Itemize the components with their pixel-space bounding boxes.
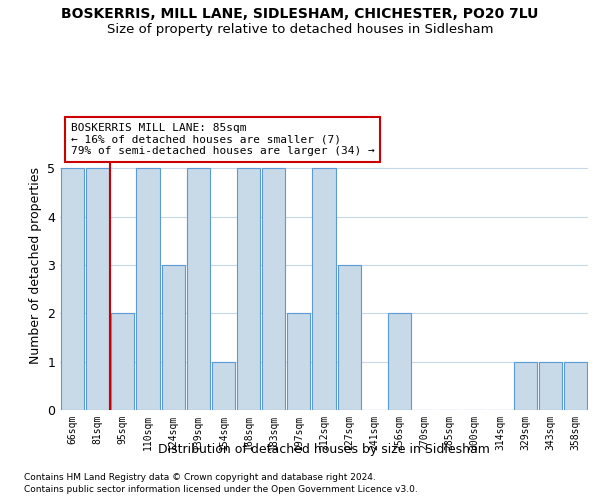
Y-axis label: Number of detached properties: Number of detached properties (29, 166, 41, 364)
Bar (61, 168, 84, 410)
Bar (111, 314, 134, 410)
Text: BOSKERRIS, MILL LANE, SIDLESHAM, CHICHESTER, PO20 7LU: BOSKERRIS, MILL LANE, SIDLESHAM, CHICHES… (61, 8, 539, 22)
Text: Contains public sector information licensed under the Open Government Licence v3: Contains public sector information licen… (24, 485, 418, 494)
Text: BOSKERRIS MILL LANE: 85sqm
← 16% of detached houses are smaller (7)
79% of semi-: BOSKERRIS MILL LANE: 85sqm ← 16% of deta… (71, 123, 374, 156)
Bar (514, 362, 537, 410)
Bar (212, 362, 235, 410)
Bar (262, 168, 285, 410)
Bar (564, 362, 587, 410)
Text: Contains HM Land Registry data © Crown copyright and database right 2024.: Contains HM Land Registry data © Crown c… (24, 472, 376, 482)
Text: Size of property relative to detached houses in Sidlesham: Size of property relative to detached ho… (107, 22, 493, 36)
Bar (539, 362, 562, 410)
Bar (338, 265, 361, 410)
Text: Distribution of detached houses by size in Sidlesham: Distribution of detached houses by size … (158, 442, 490, 456)
Bar (388, 314, 411, 410)
Bar (237, 168, 260, 410)
Bar (86, 168, 109, 410)
Bar (161, 265, 185, 410)
Bar (287, 314, 310, 410)
Bar (136, 168, 160, 410)
Bar (187, 168, 210, 410)
Bar (313, 168, 335, 410)
